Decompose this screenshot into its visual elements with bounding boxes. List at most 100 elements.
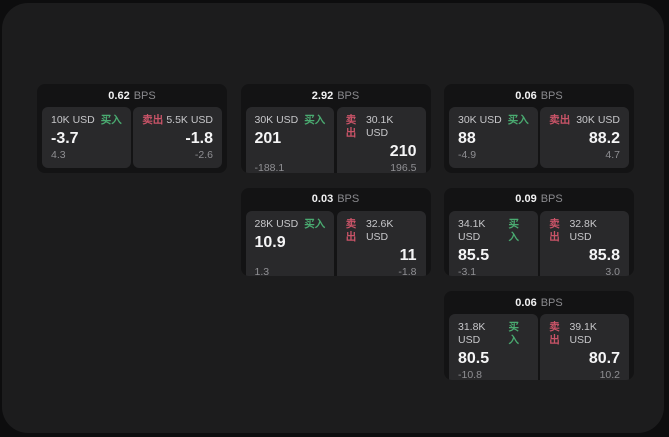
- sell-cell-top: 卖出 30K USD: [549, 114, 620, 127]
- buy-price: 201: [254, 130, 282, 147]
- buy-amount: 30K USD: [458, 114, 502, 126]
- sell-cell[interactable]: 卖出 5.5K USD -1.8 -2.6: [133, 107, 222, 168]
- sell-side-label: 卖出: [549, 217, 560, 243]
- card-header: 2.92 BPS: [241, 84, 431, 107]
- sell-amount: 32.6K USD: [365, 217, 394, 243]
- buy-cell-top: 31.8K USD 买入: [458, 321, 529, 347]
- sell-cell[interactable]: 卖出 39.1K USD 80.7 10.2: [540, 314, 629, 380]
- sell-side-label: 卖出: [345, 217, 357, 243]
- buy-side-label: 买入: [304, 114, 326, 126]
- spread-card: 0.06 BPS 30K USD 买入 88 -4.9 卖出 30K USD: [444, 84, 634, 173]
- card-cells: 34.1K USD 买入 85.5 -3.1 卖出 32.8K USD 85.8…: [449, 210, 629, 277]
- buy-delta: -4.9: [458, 149, 477, 161]
- sell-amount: 32.8K USD: [569, 217, 597, 243]
- bps-value: 0.09: [515, 193, 537, 205]
- buy-price: 10.9: [254, 233, 286, 251]
- sell-cell[interactable]: 卖出 30.1K USD 210 196.5: [336, 107, 426, 173]
- sell-side-label: 卖出: [142, 114, 164, 126]
- spread-card: 0.06 BPS 31.8K USD 买入 80.5 -10.8 卖出 39.1…: [444, 291, 634, 380]
- spread-card: 0.09 BPS 34.1K USD 买入 85.5 -3.1 卖出 32.8K…: [444, 187, 634, 277]
- main-panel: 0.62 BPS 10K USD 买入 -3.7 4.3 卖出 5.5K USD: [2, 3, 664, 433]
- bps-value: 2.92: [311, 89, 334, 102]
- buy-cell[interactable]: 31.8K USD 买入 80.5 -10.8: [449, 314, 538, 380]
- sell-delta: -1.8: [398, 265, 417, 277]
- sell-delta: 10.2: [599, 369, 620, 380]
- buy-price: -3.7: [51, 130, 79, 147]
- sell-price: 85.8: [588, 246, 620, 264]
- bps-unit: BPS: [540, 89, 563, 102]
- card-cells: 31.8K USD 买入 80.5 -10.8 卖出 39.1K USD 80.…: [449, 314, 629, 380]
- buy-amount: 30K USD: [254, 114, 299, 126]
- spread-card: 0.03 BPS 28K USD 买入 10.9 1.3 卖出 32.6K US…: [240, 187, 431, 277]
- buy-delta: 4.3: [51, 149, 66, 161]
- card-header: 0.62 BPS: [37, 84, 227, 107]
- buy-cell[interactable]: 34.1K USD 买入 85.5 -3.1: [449, 210, 538, 277]
- bps-value: 0.03: [311, 193, 334, 205]
- sell-delta: 4.7: [605, 149, 620, 161]
- buy-amount: 31.8K USD: [458, 321, 486, 346]
- card-cells: 30K USD 买入 88 -4.9 卖出 30K USD 88.2 4.7: [449, 107, 629, 168]
- bps-unit: BPS: [133, 89, 156, 102]
- card-header: 0.06 BPS: [444, 84, 634, 107]
- buy-delta: -3.1: [458, 265, 477, 277]
- sell-cell-top: 卖出 32.8K USD: [549, 218, 620, 244]
- buy-amount: 34.1K USD: [458, 217, 486, 243]
- buy-cell[interactable]: 28K USD 买入 10.9 1.3: [245, 210, 335, 277]
- buy-cell[interactable]: 30K USD 买入 88 -4.9: [449, 107, 538, 168]
- sell-cell-top: 卖出 39.1K USD: [549, 321, 620, 347]
- card-cells: 28K USD 买入 10.9 1.3 卖出 32.6K USD 11 -1.8: [245, 210, 426, 277]
- buy-amount: 28K USD: [254, 217, 299, 230]
- buy-price: 80.5: [458, 350, 490, 367]
- sell-amount: 30.1K USD: [365, 114, 394, 139]
- card-header: 0.03 BPS: [241, 188, 431, 211]
- sell-price: 88.2: [588, 130, 620, 147]
- sell-delta: -2.6: [194, 149, 213, 161]
- sell-amount: 5.5K USD: [166, 114, 213, 126]
- spread-cards-grid: 0.62 BPS 10K USD 买入 -3.7 4.3 卖出 5.5K USD: [37, 84, 634, 380]
- sell-amount: 30K USD: [576, 114, 620, 126]
- buy-cell[interactable]: 10K USD 买入 -3.7 4.3: [42, 107, 131, 168]
- sell-side-label: 卖出: [549, 321, 560, 346]
- sell-amount: 39.1K USD: [569, 321, 597, 346]
- buy-side-label: 买入: [508, 321, 520, 346]
- bps-unit: BPS: [540, 296, 563, 309]
- sell-price: 80.7: [588, 350, 620, 367]
- card-cells: 30K USD 买入 201 -188.1 卖出 30.1K USD 210 1…: [245, 107, 426, 173]
- sell-delta: 3.0: [605, 265, 620, 277]
- buy-delta: -188.1: [254, 162, 285, 173]
- buy-delta: 1.3: [254, 265, 270, 277]
- bps-unit: BPS: [337, 193, 360, 205]
- buy-cell-top: 30K USD 买入: [255, 114, 326, 127]
- card-header: 0.06 BPS: [444, 291, 634, 314]
- sell-price: 11: [399, 246, 417, 264]
- buy-side-label: 买入: [508, 217, 520, 243]
- bps-value: 0.06: [515, 89, 537, 102]
- sell-cell-top: 卖出 30.1K USD: [346, 114, 417, 140]
- buy-price: 88: [458, 130, 476, 147]
- sell-delta: 196.5: [390, 162, 417, 173]
- buy-cell-top: 28K USD 买入: [255, 218, 326, 231]
- sell-price: -1.8: [185, 130, 213, 147]
- buy-cell-top: 30K USD 买入: [458, 114, 529, 127]
- spread-card: 2.92 BPS 30K USD 买入 201 -188.1 卖出 30.1K …: [240, 84, 431, 173]
- sell-cell-top: 卖出 32.6K USD: [346, 218, 417, 244]
- buy-cell-top: 10K USD 买入: [51, 114, 122, 127]
- buy-side-label: 买入: [507, 114, 529, 126]
- buy-delta: -10.8: [458, 369, 482, 380]
- sell-cell[interactable]: 卖出 30K USD 88.2 4.7: [540, 107, 629, 168]
- buy-cell[interactable]: 30K USD 买入 201 -188.1: [245, 107, 335, 173]
- bps-value: 0.62: [108, 89, 130, 102]
- sell-cell[interactable]: 卖出 32.6K USD 11 -1.8: [336, 210, 426, 277]
- buy-side-label: 买入: [100, 114, 122, 126]
- buy-amount: 10K USD: [51, 114, 95, 126]
- card-header: 0.09 BPS: [444, 188, 634, 211]
- buy-side-label: 买入: [304, 217, 326, 230]
- bps-value: 0.06: [515, 296, 537, 309]
- sell-cell-top: 卖出 5.5K USD: [142, 114, 213, 127]
- buy-cell-top: 34.1K USD 买入: [458, 218, 529, 244]
- buy-price: 85.5: [458, 246, 490, 264]
- bps-unit: BPS: [540, 193, 563, 205]
- sell-side-label: 卖出: [345, 114, 357, 139]
- sell-cell[interactable]: 卖出 32.8K USD 85.8 3.0: [540, 210, 629, 277]
- spread-card: 0.62 BPS 10K USD 买入 -3.7 4.3 卖出 5.5K USD: [37, 84, 227, 173]
